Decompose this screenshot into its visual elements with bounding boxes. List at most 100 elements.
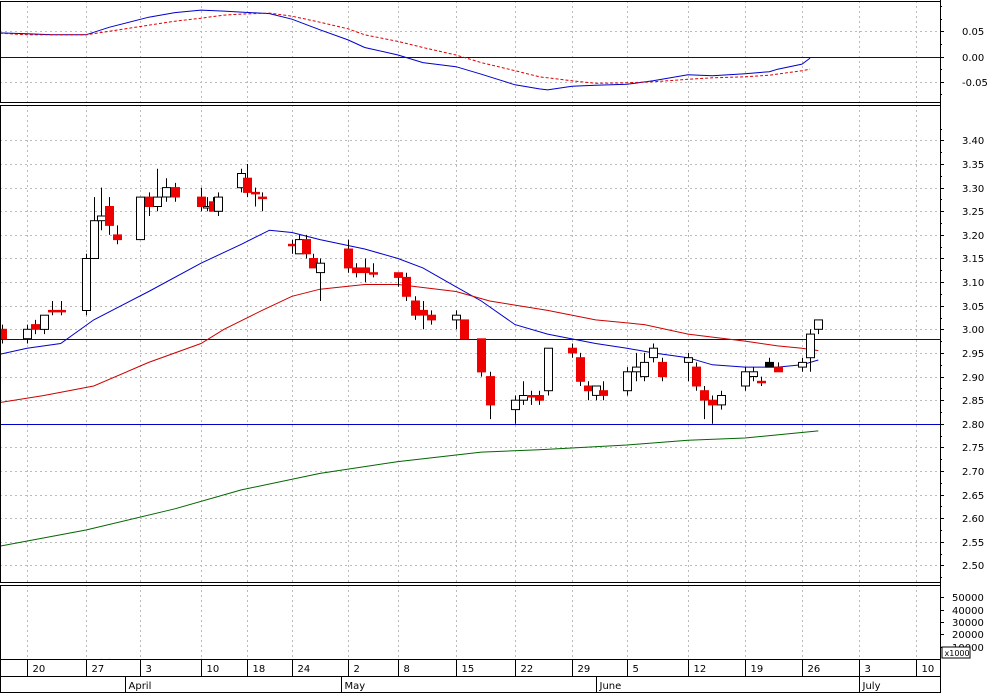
y-tick-label: 30000 <box>952 618 984 629</box>
candle-body <box>700 390 709 401</box>
candle-body <box>477 338 486 373</box>
candle-body <box>316 262 325 274</box>
candle-body <box>717 395 726 406</box>
y-tick-label: 3.05 <box>962 302 984 313</box>
x-tick-label: 15 <box>462 664 475 675</box>
candle-body <box>153 196 162 208</box>
candle-body <box>527 395 536 398</box>
candle-body <box>105 206 114 226</box>
y-tick-label: 3.20 <box>962 231 984 242</box>
x-tick-label: 5 <box>633 664 639 675</box>
candle-body <box>258 196 267 200</box>
candle-body <box>113 234 122 241</box>
candle-body <box>171 187 180 198</box>
candle-body <box>460 319 469 340</box>
panel-border-macd <box>0 1 941 103</box>
y-tick-label: 2.60 <box>962 514 984 525</box>
x-tick-label: 2 <box>354 664 360 675</box>
month-label: April <box>129 681 152 692</box>
y-tick-label: 3.15 <box>962 254 984 265</box>
candle-body <box>402 276 411 297</box>
candle-body <box>632 366 641 373</box>
candle-body <box>427 314 436 321</box>
moving-average-ma_long <box>0 430 819 547</box>
candle-body <box>361 267 370 274</box>
y-tick-label: 2.95 <box>962 349 984 360</box>
candle-body <box>806 333 815 359</box>
panel-border-price <box>0 105 941 583</box>
candle-body <box>584 385 593 392</box>
candle-body <box>214 196 223 212</box>
candle-body <box>519 395 528 401</box>
candle-body <box>623 371 632 392</box>
candle-body <box>708 399 717 406</box>
y-tick-label: 0.05 <box>962 27 984 38</box>
candle-body <box>352 267 361 274</box>
candle-body <box>23 328 32 340</box>
x-tick-label: 10 <box>207 664 220 675</box>
volume-multiplier-box <box>941 646 971 659</box>
candle-body <box>599 390 608 396</box>
candle-body <box>31 324 40 330</box>
y-tick-label: 3.40 <box>962 136 984 147</box>
candle-body <box>40 314 49 330</box>
volume-multiplier-label: x1000 <box>945 649 970 658</box>
candle-body <box>576 357 585 382</box>
candle-body <box>97 215 106 222</box>
candle-body <box>48 309 57 313</box>
y-tick-label: 2.85 <box>962 396 984 407</box>
candle-body <box>452 314 461 321</box>
y-tick-label: 20000 <box>952 630 984 641</box>
x-tick-label: 8 <box>404 664 410 675</box>
candle-body <box>814 319 823 330</box>
candle-body <box>658 361 667 378</box>
y-tick-label: 2.55 <box>962 538 984 549</box>
candle-body <box>57 309 66 313</box>
candle-body <box>774 366 783 373</box>
candle-body <box>765 361 774 368</box>
y-tick-label: 3.00 <box>962 325 984 336</box>
candle-body <box>544 347 553 392</box>
x-tick-label: 29 <box>578 664 591 675</box>
x-tick-label: 12 <box>694 664 707 675</box>
y-tick-label: 3.10 <box>962 278 984 289</box>
x-tick-label: 18 <box>253 664 266 675</box>
y-tick-label: 50000 <box>952 593 984 604</box>
candle-body <box>486 376 495 406</box>
candle-body <box>243 177 252 193</box>
x-tick-label: 27 <box>92 664 105 675</box>
candle-body <box>136 196 145 241</box>
candle-body <box>90 220 99 259</box>
candle-body <box>82 258 91 311</box>
x-tick-label: 19 <box>751 664 764 675</box>
candle-body <box>568 347 577 354</box>
y-tick-label: 2.65 <box>962 491 984 502</box>
candle-body <box>649 347 658 359</box>
candle-body <box>162 187 171 198</box>
candle-body <box>798 361 807 368</box>
panel-border-volume <box>0 585 941 660</box>
y-tick-label: -0.05 <box>962 78 988 89</box>
candle-body <box>684 357 693 363</box>
candle-body <box>741 371 750 387</box>
month-label: July <box>862 681 881 692</box>
moving-average-ma_short <box>0 229 819 368</box>
candle-body <box>411 300 420 316</box>
x-tick-label: 3 <box>865 664 871 675</box>
candle-body <box>419 309 428 316</box>
candle-body <box>692 366 701 387</box>
y-tick-label: 40000 <box>952 606 984 617</box>
candle-body <box>197 196 206 208</box>
x-tick-label: 10 <box>922 664 935 675</box>
y-tick-label: 2.70 <box>962 467 984 478</box>
y-tick-label: 2.90 <box>962 373 984 384</box>
x-tick-label: 24 <box>298 664 311 675</box>
x-tick-label: 26 <box>808 664 821 675</box>
y-tick-label: 0.00 <box>962 53 984 64</box>
y-tick-label: 2.80 <box>962 420 984 431</box>
x-tick-label: 22 <box>521 664 534 675</box>
macd-series-signal <box>0 12 811 84</box>
candle-body <box>757 380 766 384</box>
